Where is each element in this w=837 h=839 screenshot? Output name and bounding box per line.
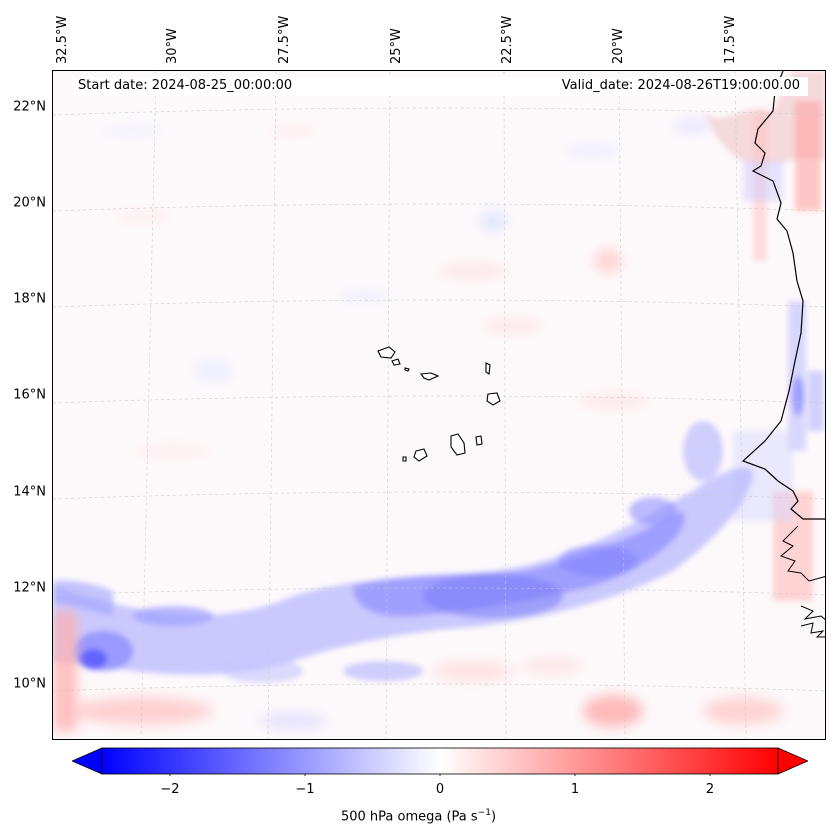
lon-label: 20°W <box>611 28 626 64</box>
info-bar: Start date: 2024-08-25_00:00:00 Valid_da… <box>72 77 808 96</box>
colorbar-extend-max <box>777 747 808 775</box>
island-maio <box>475 435 483 446</box>
valid-date-label: Valid_date: 2024-08-26T19:00:00.00 <box>561 78 800 93</box>
colorbar-tick-label: −2 <box>160 782 180 797</box>
colorbar-tick-label: 0 <box>435 782 445 797</box>
colorbar-title-exponent: −1 <box>477 808 491 818</box>
island-boa-vista <box>486 392 501 406</box>
lat-label: 20°N <box>13 195 46 211</box>
start-date-label: Start date: 2024-08-25_00:00:00 <box>78 78 293 93</box>
colorbar-tick-label: 2 <box>705 782 715 797</box>
island-santiago <box>450 433 466 456</box>
longitude-labels: 32.5°W 30°W 27.5°W 25°W 22.5°W 20°W 17.5… <box>0 0 837 70</box>
lat-label: 10°N <box>13 676 46 692</box>
island-fogo <box>413 448 428 462</box>
lat-label: 12°N <box>13 580 46 596</box>
island-brava <box>402 456 407 462</box>
itcz-ascent-band <box>53 421 753 683</box>
lat-label: 16°N <box>13 387 46 403</box>
colorbar-tick-label: −1 <box>295 782 315 797</box>
cape-verde-islands <box>377 346 501 462</box>
omega-field-map <box>53 71 825 739</box>
island-santa-luzia <box>404 367 410 372</box>
lat-label: 14°N <box>13 484 46 500</box>
colorbar-title-suffix: ) <box>490 809 497 825</box>
lon-label: 22.5°W <box>500 15 515 64</box>
field-speckles <box>103 118 713 459</box>
lat-label: 22°N <box>13 99 46 115</box>
lat-label: 18°N <box>13 291 46 307</box>
latitude-labels: 22°N 20°N 18°N 16°N 14°N 12°N 10°N <box>0 0 52 740</box>
african-coastline <box>741 71 825 520</box>
colorbar-tick-label: 1 <box>570 782 580 797</box>
lon-label: 25°W <box>389 28 404 64</box>
island-sao-nicolau <box>419 372 440 381</box>
lon-label: 30°W <box>165 28 180 64</box>
colorbar <box>72 747 808 776</box>
subsidence-areas <box>53 611 783 731</box>
colorbar-ticks <box>169 774 711 776</box>
lon-label: 17.5°W <box>723 15 738 64</box>
lon-label: 32.5°W <box>55 15 70 64</box>
colorbar-extend-min <box>72 747 103 775</box>
colorbar-ramp <box>101 747 779 775</box>
guinea-coast <box>780 525 825 638</box>
island-sal <box>485 362 491 375</box>
colorbar-title-prefix: 500 hPa omega (Pa s <box>340 809 478 825</box>
island-santo-antao <box>377 346 396 359</box>
graticule <box>53 71 825 739</box>
colorbar-title: 500 hPa omega (Pa s−1) <box>0 808 837 824</box>
map-panel[interactable] <box>52 70 826 740</box>
lon-label: 27.5°W <box>277 15 292 64</box>
island-sao-vicente <box>391 358 401 366</box>
